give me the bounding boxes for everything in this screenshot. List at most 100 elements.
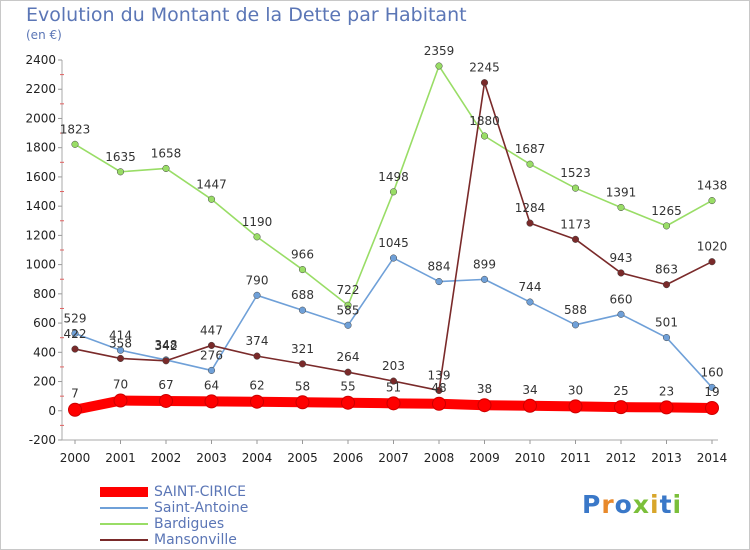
legend-label: Bardigues bbox=[154, 516, 225, 532]
x-tick-label: 2006 bbox=[333, 451, 364, 465]
data-point bbox=[253, 352, 261, 360]
data-label: 51 bbox=[386, 380, 401, 394]
data-label: 899 bbox=[473, 257, 496, 271]
data-point bbox=[617, 203, 625, 212]
data-label: 62 bbox=[249, 379, 264, 393]
data-label: 744 bbox=[519, 280, 542, 294]
data-label: 276 bbox=[200, 348, 223, 362]
logo-letter: o bbox=[614, 490, 633, 519]
data-point bbox=[617, 269, 625, 277]
y-tick-label: 2000 bbox=[25, 111, 56, 125]
data-point bbox=[389, 377, 398, 385]
data-label: 588 bbox=[564, 303, 587, 317]
y-tick-label: 800 bbox=[33, 287, 56, 301]
data-label: 1020 bbox=[697, 240, 728, 254]
data-point bbox=[662, 281, 671, 289]
series-layer bbox=[68, 62, 719, 417]
data-point bbox=[162, 164, 170, 172]
y-tick-label: 0 bbox=[48, 404, 56, 418]
data-label: 139 bbox=[428, 368, 451, 382]
data-point bbox=[204, 394, 219, 409]
proxiti-logo: Proxiti bbox=[582, 490, 682, 519]
data-point bbox=[344, 321, 352, 329]
data-label: 1498 bbox=[378, 170, 409, 184]
data-label: 25 bbox=[613, 384, 628, 398]
data-point bbox=[568, 399, 583, 414]
x-tick-label: 2011 bbox=[560, 451, 591, 465]
data-point bbox=[389, 254, 398, 262]
data-label: 19 bbox=[704, 385, 719, 399]
data-label: 414 bbox=[109, 328, 132, 342]
data-label: 160 bbox=[701, 365, 724, 379]
chart-subtitle: (en €) bbox=[26, 28, 62, 42]
data-point bbox=[708, 197, 716, 205]
data-label: 501 bbox=[655, 316, 678, 330]
data-label: 34 bbox=[522, 383, 537, 397]
legend-item-saint-cirice: SAINT-CIRICE bbox=[100, 484, 248, 500]
y-tick-label: 2400 bbox=[25, 53, 56, 67]
data-point bbox=[253, 233, 261, 241]
data-point bbox=[386, 396, 401, 411]
data-label: 38 bbox=[477, 382, 492, 396]
x-tick-label: 2001 bbox=[105, 451, 136, 465]
data-label: 966 bbox=[291, 248, 314, 262]
data-point bbox=[662, 333, 671, 342]
data-point bbox=[477, 398, 492, 413]
data-point bbox=[113, 393, 128, 408]
y-tick-label: 1600 bbox=[25, 170, 56, 184]
data-point bbox=[162, 357, 170, 365]
data-point bbox=[298, 306, 307, 314]
data-label: 688 bbox=[291, 288, 314, 302]
data-label: 1523 bbox=[560, 166, 591, 180]
legend-item-saint-antoine: Saint-Antoine bbox=[100, 500, 248, 516]
data-label: 1823 bbox=[60, 122, 91, 136]
data-label: 55 bbox=[340, 380, 355, 394]
logo-letter: i bbox=[650, 490, 660, 519]
legend-swatch bbox=[100, 539, 148, 541]
data-label: 447 bbox=[200, 323, 223, 337]
x-tick-label: 2013 bbox=[651, 451, 682, 465]
data-label: 790 bbox=[246, 273, 269, 287]
data-point bbox=[617, 310, 625, 318]
data-label: 1687 bbox=[515, 142, 546, 156]
data-point bbox=[480, 79, 489, 87]
data-label: 1658 bbox=[151, 146, 182, 160]
data-point bbox=[523, 398, 537, 413]
data-point bbox=[571, 321, 580, 329]
data-point bbox=[341, 395, 355, 410]
data-label: 264 bbox=[337, 350, 360, 364]
data-label: 943 bbox=[610, 251, 633, 265]
x-tick-label: 2007 bbox=[378, 451, 409, 465]
y-tick-label: 400 bbox=[33, 345, 56, 359]
logo-letter: i bbox=[672, 490, 683, 519]
y-tick-label: 2200 bbox=[25, 82, 56, 96]
data-point bbox=[344, 301, 352, 309]
data-label: 1447 bbox=[196, 177, 227, 191]
x-tick-label: 2008 bbox=[424, 451, 455, 465]
data-label: 1190 bbox=[242, 215, 273, 229]
data-label: 70 bbox=[113, 378, 128, 392]
logo-letter: P bbox=[582, 490, 602, 519]
data-label: 23 bbox=[659, 384, 674, 398]
data-point bbox=[71, 345, 79, 353]
data-point bbox=[207, 341, 216, 349]
data-point bbox=[116, 168, 125, 176]
data-label: 48 bbox=[431, 381, 446, 395]
chart-title: Evolution du Montant de la Dette par Hab… bbox=[26, 4, 467, 26]
data-point bbox=[71, 329, 79, 338]
data-point bbox=[253, 291, 261, 299]
data-label: 1045 bbox=[378, 236, 409, 250]
data-label: 1173 bbox=[560, 217, 591, 231]
legend-label: Mansonville bbox=[154, 532, 237, 548]
data-point bbox=[705, 400, 719, 415]
x-tick-label: 2003 bbox=[196, 451, 227, 465]
data-point bbox=[708, 258, 716, 266]
data-label: 203 bbox=[382, 359, 405, 373]
data-point bbox=[435, 386, 443, 395]
data-label: 30 bbox=[568, 383, 583, 397]
y-tick-label: 1400 bbox=[25, 199, 56, 213]
data-point bbox=[708, 383, 716, 391]
y-tick-label: 200 bbox=[33, 375, 56, 389]
data-point bbox=[659, 400, 674, 415]
